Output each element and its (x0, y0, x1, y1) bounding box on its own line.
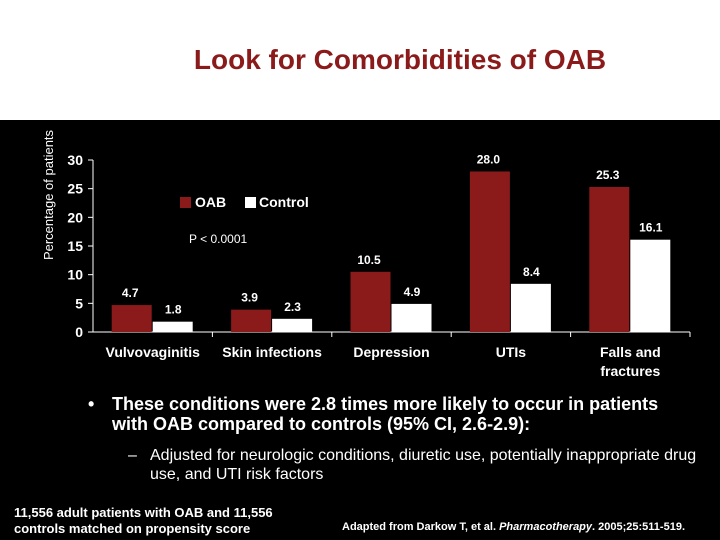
value-label-oab: 25.3 (596, 168, 620, 182)
value-label-oab: 3.9 (241, 291, 258, 305)
slide-title: Look for Comorbidities of OAB (193, 44, 607, 75)
p-value-annotation: P < 0.0001 (189, 232, 247, 246)
bullet-main-text: These conditions were 2.8 times more lik… (112, 394, 659, 434)
y-tick-label: 10 (67, 267, 83, 283)
bullet-marker: • (88, 394, 95, 414)
chart-bars (111, 171, 671, 332)
footer-citation: Adapted from Darkow T, et al. Pharmacoth… (342, 521, 685, 533)
legend-swatch-control (245, 197, 256, 208)
y-tick-label: 15 (67, 238, 83, 254)
category-label: Depression (353, 344, 429, 360)
value-label-oab: 10.5 (357, 253, 381, 267)
chart-legend: OAB Control (180, 194, 309, 210)
value-label-oab: 28.0 (477, 152, 501, 166)
chart-category-labels: Vulvovaginitis Skin infections Depression U… (106, 344, 661, 379)
bar-control (510, 283, 551, 332)
bar-oab (589, 186, 630, 332)
bar-control (391, 303, 432, 332)
bullet-list: • These conditions were 2.8 times more l… (88, 394, 698, 484)
category-label-line: Vulvovaginitis (106, 344, 201, 360)
chart-value-labels: 4.7 1.8 3.9 2.3 10.5 4.9 28.0 8.4 25.3 16.1 (122, 152, 663, 316)
bullet-sub-text: Adjusted for neurologic conditions, diur… (150, 447, 697, 483)
value-label-control: 16.1 (639, 221, 663, 235)
y-tick-label: 0 (75, 324, 83, 340)
y-tick-label: 5 (75, 295, 83, 311)
y-axis-label: Percentage of patients (41, 129, 56, 260)
y-tick-label: 30 (67, 152, 83, 168)
citation-suffix: . 2005;25:511-519. (592, 521, 685, 533)
category-label-line: Falls and (600, 344, 661, 360)
value-label-control: 2.3 (284, 300, 301, 314)
value-label-control: 1.8 (165, 303, 182, 317)
bar-control (630, 239, 671, 332)
bar-oab (350, 271, 391, 332)
legend-label-control: Control (259, 194, 309, 210)
footer-study-note: 11,556 adult patients with OAB and 11,55… (14, 505, 273, 536)
value-label-oab: 4.7 (122, 286, 139, 300)
category-label-line: Depression (353, 344, 429, 360)
citation-prefix: Adapted from Darkow T, et al. (342, 521, 500, 533)
bullet-sub: – Adjusted for neurologic conditions, di… (88, 446, 698, 484)
legend-swatch-oab (180, 197, 191, 208)
sub-bullet-marker: – (128, 447, 137, 464)
title-band (0, 0, 720, 120)
category-label: Falls and fractures (600, 344, 661, 379)
legend-label-oab: OAB (195, 194, 226, 210)
bar-control (272, 318, 313, 332)
bar-oab (469, 171, 510, 332)
citation-journal: Pharmacotherapy (499, 521, 593, 533)
y-tick-label: 20 (67, 209, 83, 225)
category-label: Vulvovaginitis (106, 344, 201, 360)
category-label-line: fractures (600, 363, 660, 379)
bar-control (152, 321, 193, 332)
category-label-line: Skin infections (222, 344, 322, 360)
bar-chart: 0 5 10 15 20 25 30 4.7 1.8 3.9 2.3 10.5 4.9 28.0 8.4 2… (41, 129, 691, 379)
category-label: Skin infections (222, 344, 322, 360)
value-label-control: 8.4 (523, 265, 540, 279)
bar-oab (231, 309, 272, 332)
category-label: UTIs (496, 344, 527, 360)
bar-oab (111, 305, 152, 332)
category-label-line: UTIs (496, 344, 527, 360)
value-label-control: 4.9 (404, 285, 421, 299)
y-tick-label: 25 (67, 181, 83, 197)
bullet-main: • These conditions were 2.8 times more l… (88, 394, 698, 434)
